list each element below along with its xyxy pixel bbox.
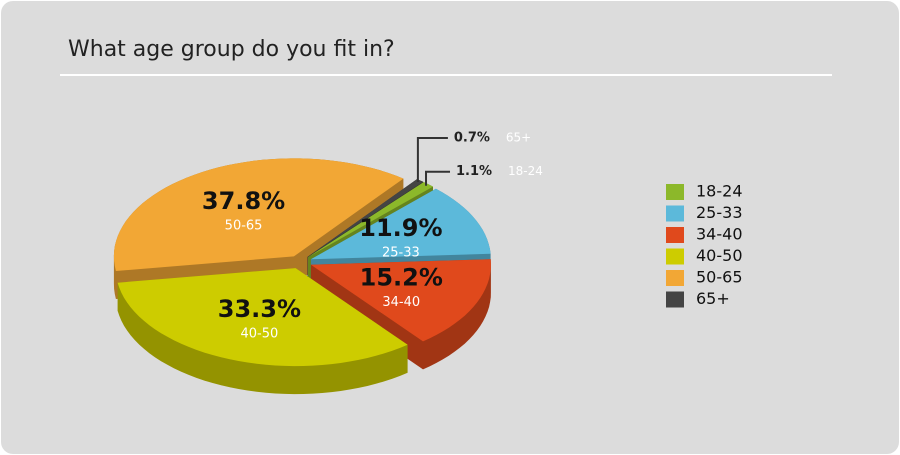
legend-label: 18-24 xyxy=(696,182,743,201)
slice-category: 34-40 xyxy=(382,295,420,310)
legend-swatch xyxy=(666,270,684,286)
slice xyxy=(117,268,408,367)
legend-swatch xyxy=(666,291,684,308)
value-label: 33.3% xyxy=(218,295,301,323)
legend-swatch xyxy=(666,184,684,200)
legend-label: 40-50 xyxy=(696,246,743,265)
legend-label: 65+ xyxy=(696,289,730,308)
legend-swatch xyxy=(666,205,684,222)
slice xyxy=(308,182,433,258)
legend-label: 50-65 xyxy=(696,268,743,287)
legend-label: 25-33 xyxy=(696,203,743,222)
leader-line xyxy=(416,136,448,182)
leader-line xyxy=(425,170,451,186)
slice-category: 18-24 xyxy=(508,164,543,178)
slice-category: 50-65 xyxy=(225,218,263,233)
chart-title: What age group do you fit in? xyxy=(68,37,395,62)
slice xyxy=(310,259,491,342)
slice-category: 40-50 xyxy=(240,327,278,342)
legend-swatch xyxy=(666,248,684,265)
slice-category: 25-33 xyxy=(382,245,420,260)
value-label: 0.7% xyxy=(454,130,490,145)
value-label: 11.9% xyxy=(359,214,442,242)
value-label: 1.1% xyxy=(456,164,492,179)
legend-swatch xyxy=(666,227,684,243)
slice xyxy=(307,179,424,257)
legend-label: 34-40 xyxy=(696,225,743,244)
slice-category: 65+ xyxy=(506,130,531,144)
value-label: 15.2% xyxy=(360,264,443,292)
slice xyxy=(310,188,491,260)
slice xyxy=(113,158,404,271)
value-label: 37.8% xyxy=(202,187,285,215)
